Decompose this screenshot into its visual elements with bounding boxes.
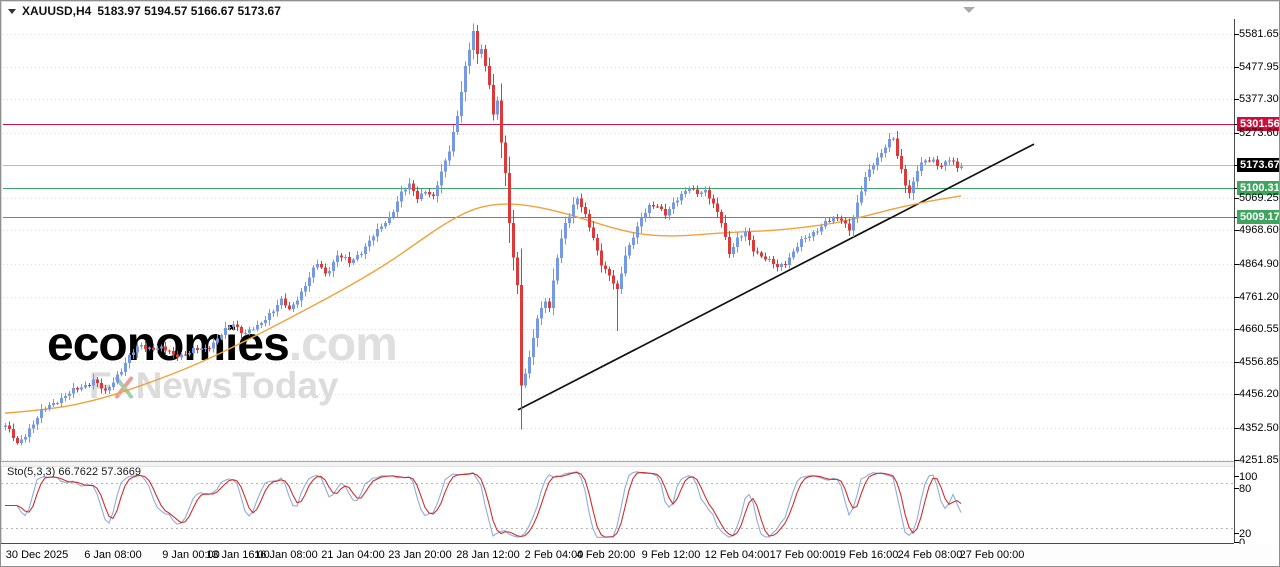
time-axis-label: 19 Feb 16:00 [833, 549, 899, 561]
candles-layer [4, 23, 963, 446]
symbol-menu-icon[interactable] [8, 8, 16, 14]
ohlc-values: 5183.97 5194.57 5166.67 5173.67 [97, 4, 281, 18]
stochastic-signal-value: 57.3669 [101, 466, 141, 478]
time-axis-label: 28 Jan 12:00 [456, 549, 520, 561]
price-tick-label: 4660.55 [1239, 323, 1279, 335]
stochastic-scale-label: 20 [1239, 528, 1252, 540]
time-axis-label: 24 Feb 08:00 [897, 549, 963, 561]
price-tick-label: 4352.50 [1239, 422, 1279, 434]
price-tick-label: 5273.60 [1239, 127, 1279, 139]
grid-lines [3, 34, 1234, 461]
stochastic-signal-line [5, 471, 962, 538]
chart-title: XAUUSD,H4 5183.97 5194.57 5166.67 5173.6… [8, 4, 281, 18]
time-axis-label: 2 Feb 04:00 [524, 549, 584, 561]
moving-average-line [4, 195, 962, 414]
price-tick-label: 5377.30 [1239, 93, 1279, 105]
time-axis-label: 6 Jan 08:00 [84, 549, 142, 561]
price-tick-label: 5581.65 [1239, 28, 1279, 40]
time-axis-label: 30 Dec 2025 [5, 549, 69, 561]
symbol-period-label: XAUUSD,H4 [22, 4, 92, 18]
ascending-trendline[interactable] [517, 143, 1035, 411]
price-tick-label: 4456.20 [1239, 388, 1279, 400]
time-axis-label: 27 Feb 00:00 [959, 549, 1025, 561]
price-level-badge: 5009.17 [1237, 210, 1279, 224]
stochastic-scale-label: 100 [1239, 471, 1258, 483]
price-level-badge: 5100.31 [1237, 181, 1279, 195]
time-axis-label: 13 Jan 16:00 [206, 549, 270, 561]
current-price-badge: 5173.67 [1237, 158, 1279, 172]
price-tick-label: 5477.95 [1239, 61, 1279, 73]
time-axis-label: 12 Feb 04:00 [704, 549, 770, 561]
price-tick-label: 4968.60 [1239, 224, 1279, 236]
stochastic-scale-label: 80 [1239, 483, 1252, 495]
price-tick-label: 4251.85 [1239, 454, 1279, 466]
panel-splitter[interactable] [1, 461, 1234, 467]
stochastic-panel [1, 471, 1234, 538]
time-axis-label: 17 Feb 00:00 [769, 549, 835, 561]
time-axis-label: 9 Jan 00:00 [162, 549, 220, 561]
stochastic-scale-label: 0 [1239, 537, 1246, 549]
stochastic-label: Sto(5,3,3) 66.7622 57.3669 [7, 466, 141, 478]
price-level-badge: 5301.56 [1237, 117, 1279, 131]
stochastic-main-line [5, 471, 962, 538]
stochastic-name: Sto(5,3,3) [7, 466, 56, 478]
time-axis-label: 4 Feb 20:00 [576, 549, 636, 561]
time-axis-label: 23 Jan 20:00 [388, 549, 452, 561]
price-tick-label: 4761.20 [1239, 291, 1279, 303]
price-axis[interactable]: 5581.65 5477.95 5377.30 5301.56 5273.60 5173.… [1237, 1, 1279, 549]
time-axis-label: 21 Jan 04:00 [321, 549, 385, 561]
price-tick-label: 5069.25 [1239, 192, 1279, 204]
chart-shift-marker-icon[interactable] [963, 7, 975, 13]
time-axis-label: 16 Jan 08:00 [254, 549, 318, 561]
time-axis[interactable]: 30 Dec 2025 6 Jan 08:00 9 Jan 00:00 13 Jan … [1, 544, 1279, 566]
price-tick-label: 4556.85 [1239, 356, 1279, 368]
stochastic-main-value: 66.7622 [58, 466, 99, 478]
time-axis-label: 9 Feb 12:00 [641, 549, 701, 561]
price-tick-label: 4864.90 [1239, 258, 1279, 270]
level-lines [3, 124, 1234, 218]
